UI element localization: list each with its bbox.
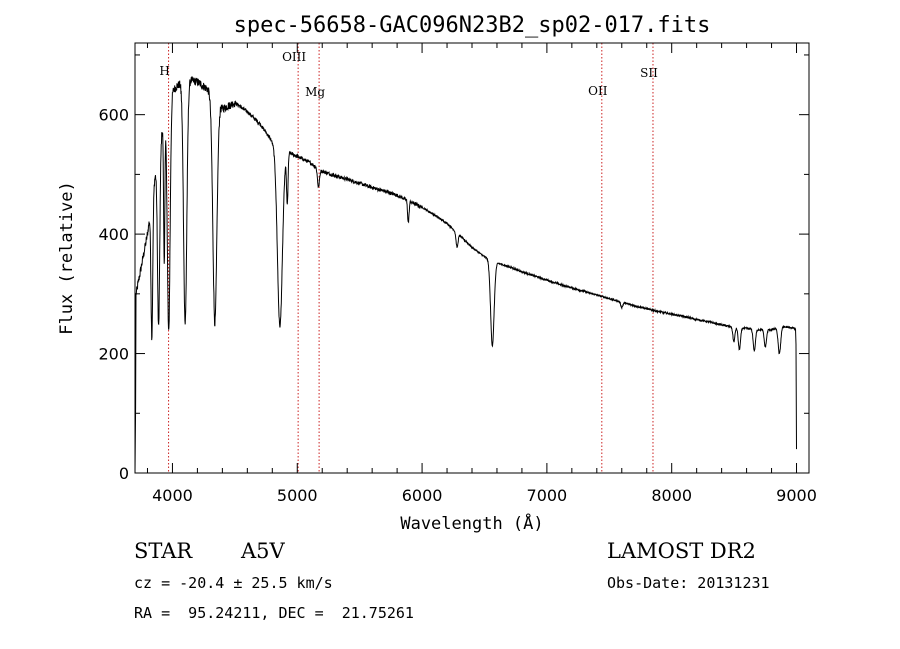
emission-label-sii: SII (640, 66, 658, 80)
chart-title: spec-56658-GAC096N23B2_sp02-017.fits (234, 13, 711, 38)
object-class: STAR (134, 539, 193, 563)
emission-line-markers: H OIII Mg OII SII (159, 43, 658, 473)
x-axis-label: Wavelength (Å) (400, 512, 543, 534)
sky-coordinates: RA = 95.24211, DEC = 21.75261 (134, 604, 414, 622)
x-tick-label: 8000 (651, 486, 692, 505)
x-tick-label: 7000 (527, 486, 568, 505)
emission-label-h: H (159, 64, 169, 78)
y-tick-label: 200 (98, 345, 129, 364)
survey-name: LAMOST DR2 (607, 539, 756, 563)
spectrum-series-line (134, 76, 797, 474)
x-tick-label: 9000 (776, 486, 817, 505)
emission-label-mg: Mg (305, 85, 325, 99)
object-subclass: A5V (241, 539, 285, 563)
plot-frame (134, 42, 810, 474)
emission-label-oii: OII (588, 84, 608, 98)
y-tick-label: 0 (119, 464, 129, 483)
x-tick-label: 5000 (277, 486, 318, 505)
emission-label-oiii: OIII (282, 50, 306, 64)
y-axis-label: Flux (relative) (57, 181, 77, 335)
axis-ticks: 4000 5000 6000 7000 8000 9000 0 200 400 600 (98, 43, 817, 505)
y-tick-label: 600 (98, 106, 129, 125)
y-tick-label: 400 (98, 225, 129, 244)
x-tick-label: 4000 (152, 486, 193, 505)
observation-date: Obs-Date: 20131231 (607, 574, 770, 592)
x-tick-label: 6000 (402, 486, 443, 505)
redshift-value: cz = -20.4 ± 25.5 km/s (134, 574, 333, 592)
